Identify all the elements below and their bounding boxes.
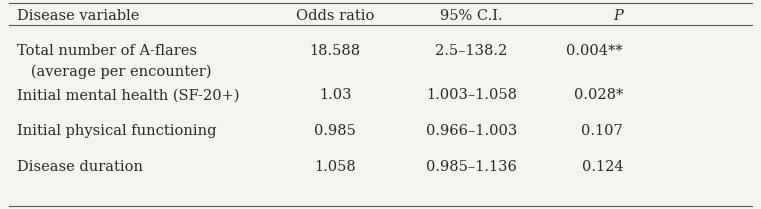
Text: Odds ratio: Odds ratio <box>296 9 374 23</box>
Text: 0.985: 0.985 <box>314 124 356 138</box>
Text: 95% C.I.: 95% C.I. <box>440 9 503 23</box>
Text: 2.5–138.2: 2.5–138.2 <box>435 44 508 58</box>
Text: Total number of A-flares: Total number of A-flares <box>17 44 196 58</box>
Text: 0.028*: 0.028* <box>574 88 623 102</box>
Text: 0.966–1.003: 0.966–1.003 <box>426 124 517 138</box>
Text: 0.004**: 0.004** <box>566 44 623 58</box>
Text: 1.003–1.058: 1.003–1.058 <box>426 88 517 102</box>
Text: 1.03: 1.03 <box>319 88 352 102</box>
Text: 1.058: 1.058 <box>314 160 356 174</box>
Text: 0.124: 0.124 <box>581 160 623 174</box>
Text: 0.107: 0.107 <box>581 124 623 138</box>
Text: (average per encounter): (average per encounter) <box>17 64 211 79</box>
Text: Disease duration: Disease duration <box>17 160 142 174</box>
Text: Initial physical functioning: Initial physical functioning <box>17 124 216 138</box>
Text: P: P <box>613 9 623 23</box>
Text: 18.588: 18.588 <box>310 44 361 58</box>
Text: Disease variable: Disease variable <box>17 9 139 23</box>
Text: 0.985–1.136: 0.985–1.136 <box>426 160 517 174</box>
Text: Initial mental health (SF-20+): Initial mental health (SF-20+) <box>17 88 239 102</box>
